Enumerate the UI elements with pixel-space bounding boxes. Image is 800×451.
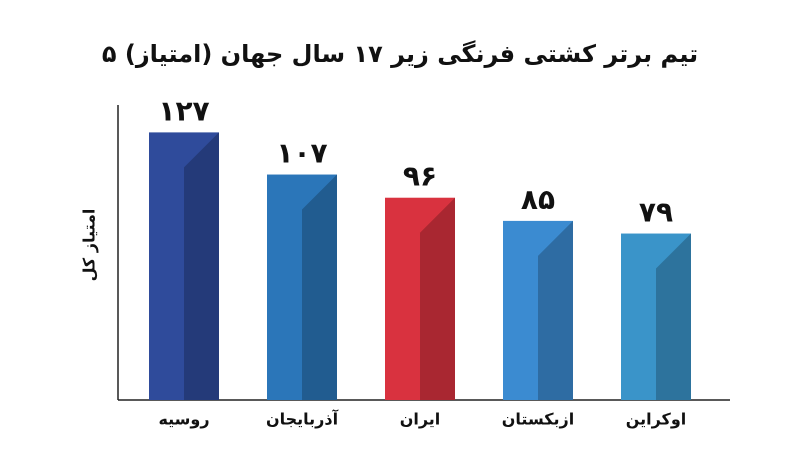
x-tick-label: اوکراین	[626, 410, 687, 429]
bar	[149, 132, 219, 400]
value-label: ۱۰۷	[276, 137, 327, 170]
bar-shade	[538, 220, 573, 400]
value-label: ۹۶	[403, 160, 437, 193]
y-axis-label: امتیاز کل	[80, 209, 99, 282]
bar-shade	[302, 174, 337, 400]
x-tick-label: روسیه	[158, 410, 209, 429]
value-label: ۱۲۷	[158, 94, 209, 127]
bar-shade	[420, 197, 455, 400]
bar	[503, 220, 573, 400]
x-tick-label: آذربایجان	[266, 409, 339, 429]
bar	[385, 197, 455, 400]
bar	[621, 233, 691, 400]
bar-shade	[656, 233, 691, 400]
bar-shade	[184, 132, 219, 400]
bar	[267, 174, 337, 400]
value-label: ۸۵	[521, 183, 555, 216]
x-tick-label: ازبکستان	[502, 410, 574, 429]
x-tick-label: ایران	[400, 410, 441, 429]
value-label: ۷۹	[639, 196, 673, 229]
chart-title: ۵ تیم برتر کشتی فرنگی زیر ۱۷ سال جهان (ا…	[102, 40, 698, 68]
